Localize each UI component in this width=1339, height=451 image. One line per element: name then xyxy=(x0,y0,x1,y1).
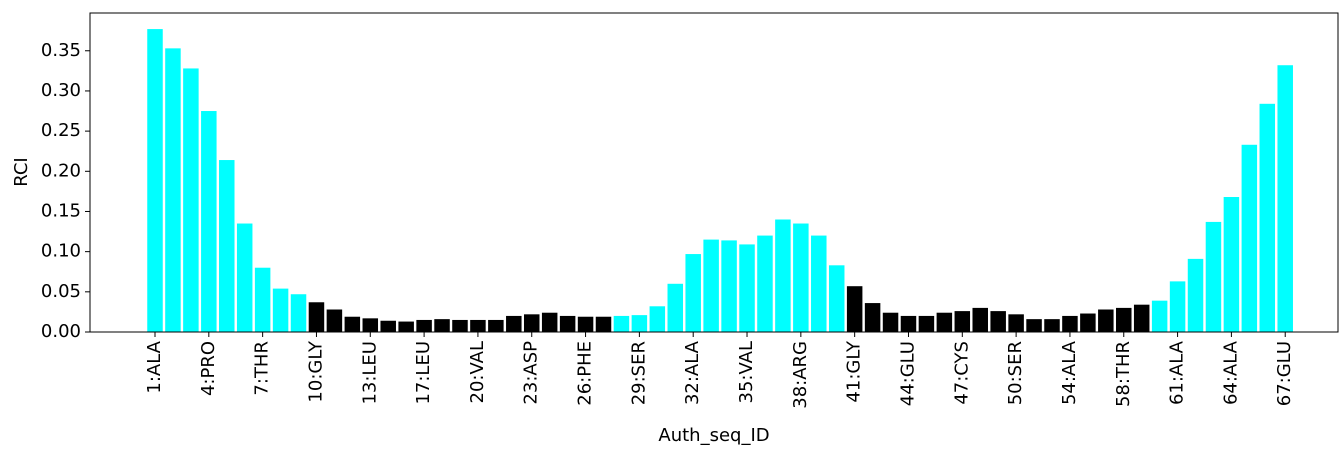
bar xyxy=(990,311,1006,332)
bar xyxy=(236,223,253,332)
bar xyxy=(972,307,988,332)
y-tick-label: 0.05 xyxy=(41,281,81,302)
bar xyxy=(488,319,504,332)
bar xyxy=(936,312,953,332)
bar xyxy=(254,267,271,332)
bar xyxy=(541,312,558,332)
bar xyxy=(1223,197,1240,332)
bar xyxy=(613,315,630,332)
x-tick-label: 17:LEU xyxy=(413,341,434,405)
x-tick-label: 13:LEU xyxy=(359,341,380,405)
bar xyxy=(308,302,325,332)
x-tick-label: 10:GLY xyxy=(305,340,326,403)
bar xyxy=(775,219,791,332)
bar xyxy=(183,68,199,332)
bar xyxy=(559,315,576,332)
y-tick-label: 0.20 xyxy=(41,160,81,181)
bar xyxy=(1008,314,1024,332)
x-tick-label: 47:CYS xyxy=(951,341,972,405)
bar xyxy=(1241,144,1258,332)
bar xyxy=(147,29,163,333)
bar xyxy=(1116,307,1132,332)
bar xyxy=(416,319,432,332)
bar xyxy=(1080,313,1096,332)
bar xyxy=(1044,319,1060,332)
bar xyxy=(703,239,719,332)
y-tick-label: 0.00 xyxy=(41,321,81,342)
x-tick-label: 26:PHE xyxy=(575,341,596,406)
bar xyxy=(362,318,379,332)
bar xyxy=(1259,103,1276,332)
x-tick-label: 1:ALA xyxy=(144,340,165,393)
x-tick-label: 35:VAL xyxy=(736,341,757,403)
bar xyxy=(398,321,414,332)
bar xyxy=(1205,221,1222,332)
x-tick-label: 54:ALA xyxy=(1059,340,1080,405)
bar xyxy=(846,286,863,332)
x-tick-label: 41:GLY xyxy=(844,340,865,403)
y-tick-label: 0.30 xyxy=(41,80,81,101)
bar xyxy=(595,316,612,332)
bar xyxy=(380,320,396,332)
bar xyxy=(1187,258,1204,332)
bar xyxy=(882,312,899,332)
bar xyxy=(577,316,594,332)
bar xyxy=(667,283,684,332)
plot-frame xyxy=(89,12,1339,333)
x-tick-label: 20:VAL xyxy=(467,341,488,403)
bar xyxy=(201,111,217,332)
bar xyxy=(452,319,468,332)
y-tick-label: 0.10 xyxy=(41,241,81,262)
bar xyxy=(272,288,289,332)
x-tick-label: 58:THR xyxy=(1113,341,1134,407)
bar xyxy=(757,235,773,332)
bar xyxy=(506,315,522,332)
bar xyxy=(219,160,235,332)
x-tick-label: 64:ALA xyxy=(1220,340,1241,405)
bar xyxy=(1062,315,1078,332)
x-axis-label: Auth_seq_ID xyxy=(658,425,769,446)
x-tick-label: 23:ASP xyxy=(521,341,542,405)
bar xyxy=(1277,65,1293,332)
bar xyxy=(344,316,361,332)
bar xyxy=(1098,309,1114,332)
x-tick-label: 38:ARG xyxy=(790,341,811,409)
y-tick-label: 0.15 xyxy=(41,200,81,221)
bar xyxy=(811,235,827,332)
x-tick-label: 4:PRO xyxy=(198,341,219,396)
bar xyxy=(828,265,845,332)
bar xyxy=(721,240,737,332)
bar xyxy=(918,315,935,332)
bar xyxy=(793,223,809,332)
x-tick-label: 7:THR xyxy=(252,341,273,396)
bar xyxy=(1133,304,1150,332)
x-tick-label: 29:SER xyxy=(628,341,649,405)
bar xyxy=(739,244,755,332)
bar xyxy=(864,303,881,332)
bar xyxy=(1026,319,1042,332)
y-tick-label: 0.25 xyxy=(41,120,81,141)
bar xyxy=(523,314,540,332)
x-tick-label: 67:GLU xyxy=(1274,341,1295,406)
y-axis-label: RCI xyxy=(11,157,32,187)
x-tick-label: 50:SER xyxy=(1005,341,1026,405)
bar xyxy=(470,319,486,332)
bar xyxy=(434,319,450,332)
bar xyxy=(900,315,917,332)
bar xyxy=(290,294,307,332)
bar xyxy=(165,48,181,332)
y-tick-label: 0.35 xyxy=(41,40,81,61)
bar xyxy=(1169,281,1186,332)
x-tick-label: 32:ALA xyxy=(682,340,703,405)
bar xyxy=(649,306,666,332)
bar xyxy=(1151,300,1168,332)
bar xyxy=(685,254,701,332)
bar xyxy=(954,311,971,332)
bar xyxy=(631,315,648,332)
x-tick-label: 61:ALA xyxy=(1167,340,1188,405)
x-tick-label: 44:GLU xyxy=(897,341,918,406)
bar xyxy=(326,309,343,332)
